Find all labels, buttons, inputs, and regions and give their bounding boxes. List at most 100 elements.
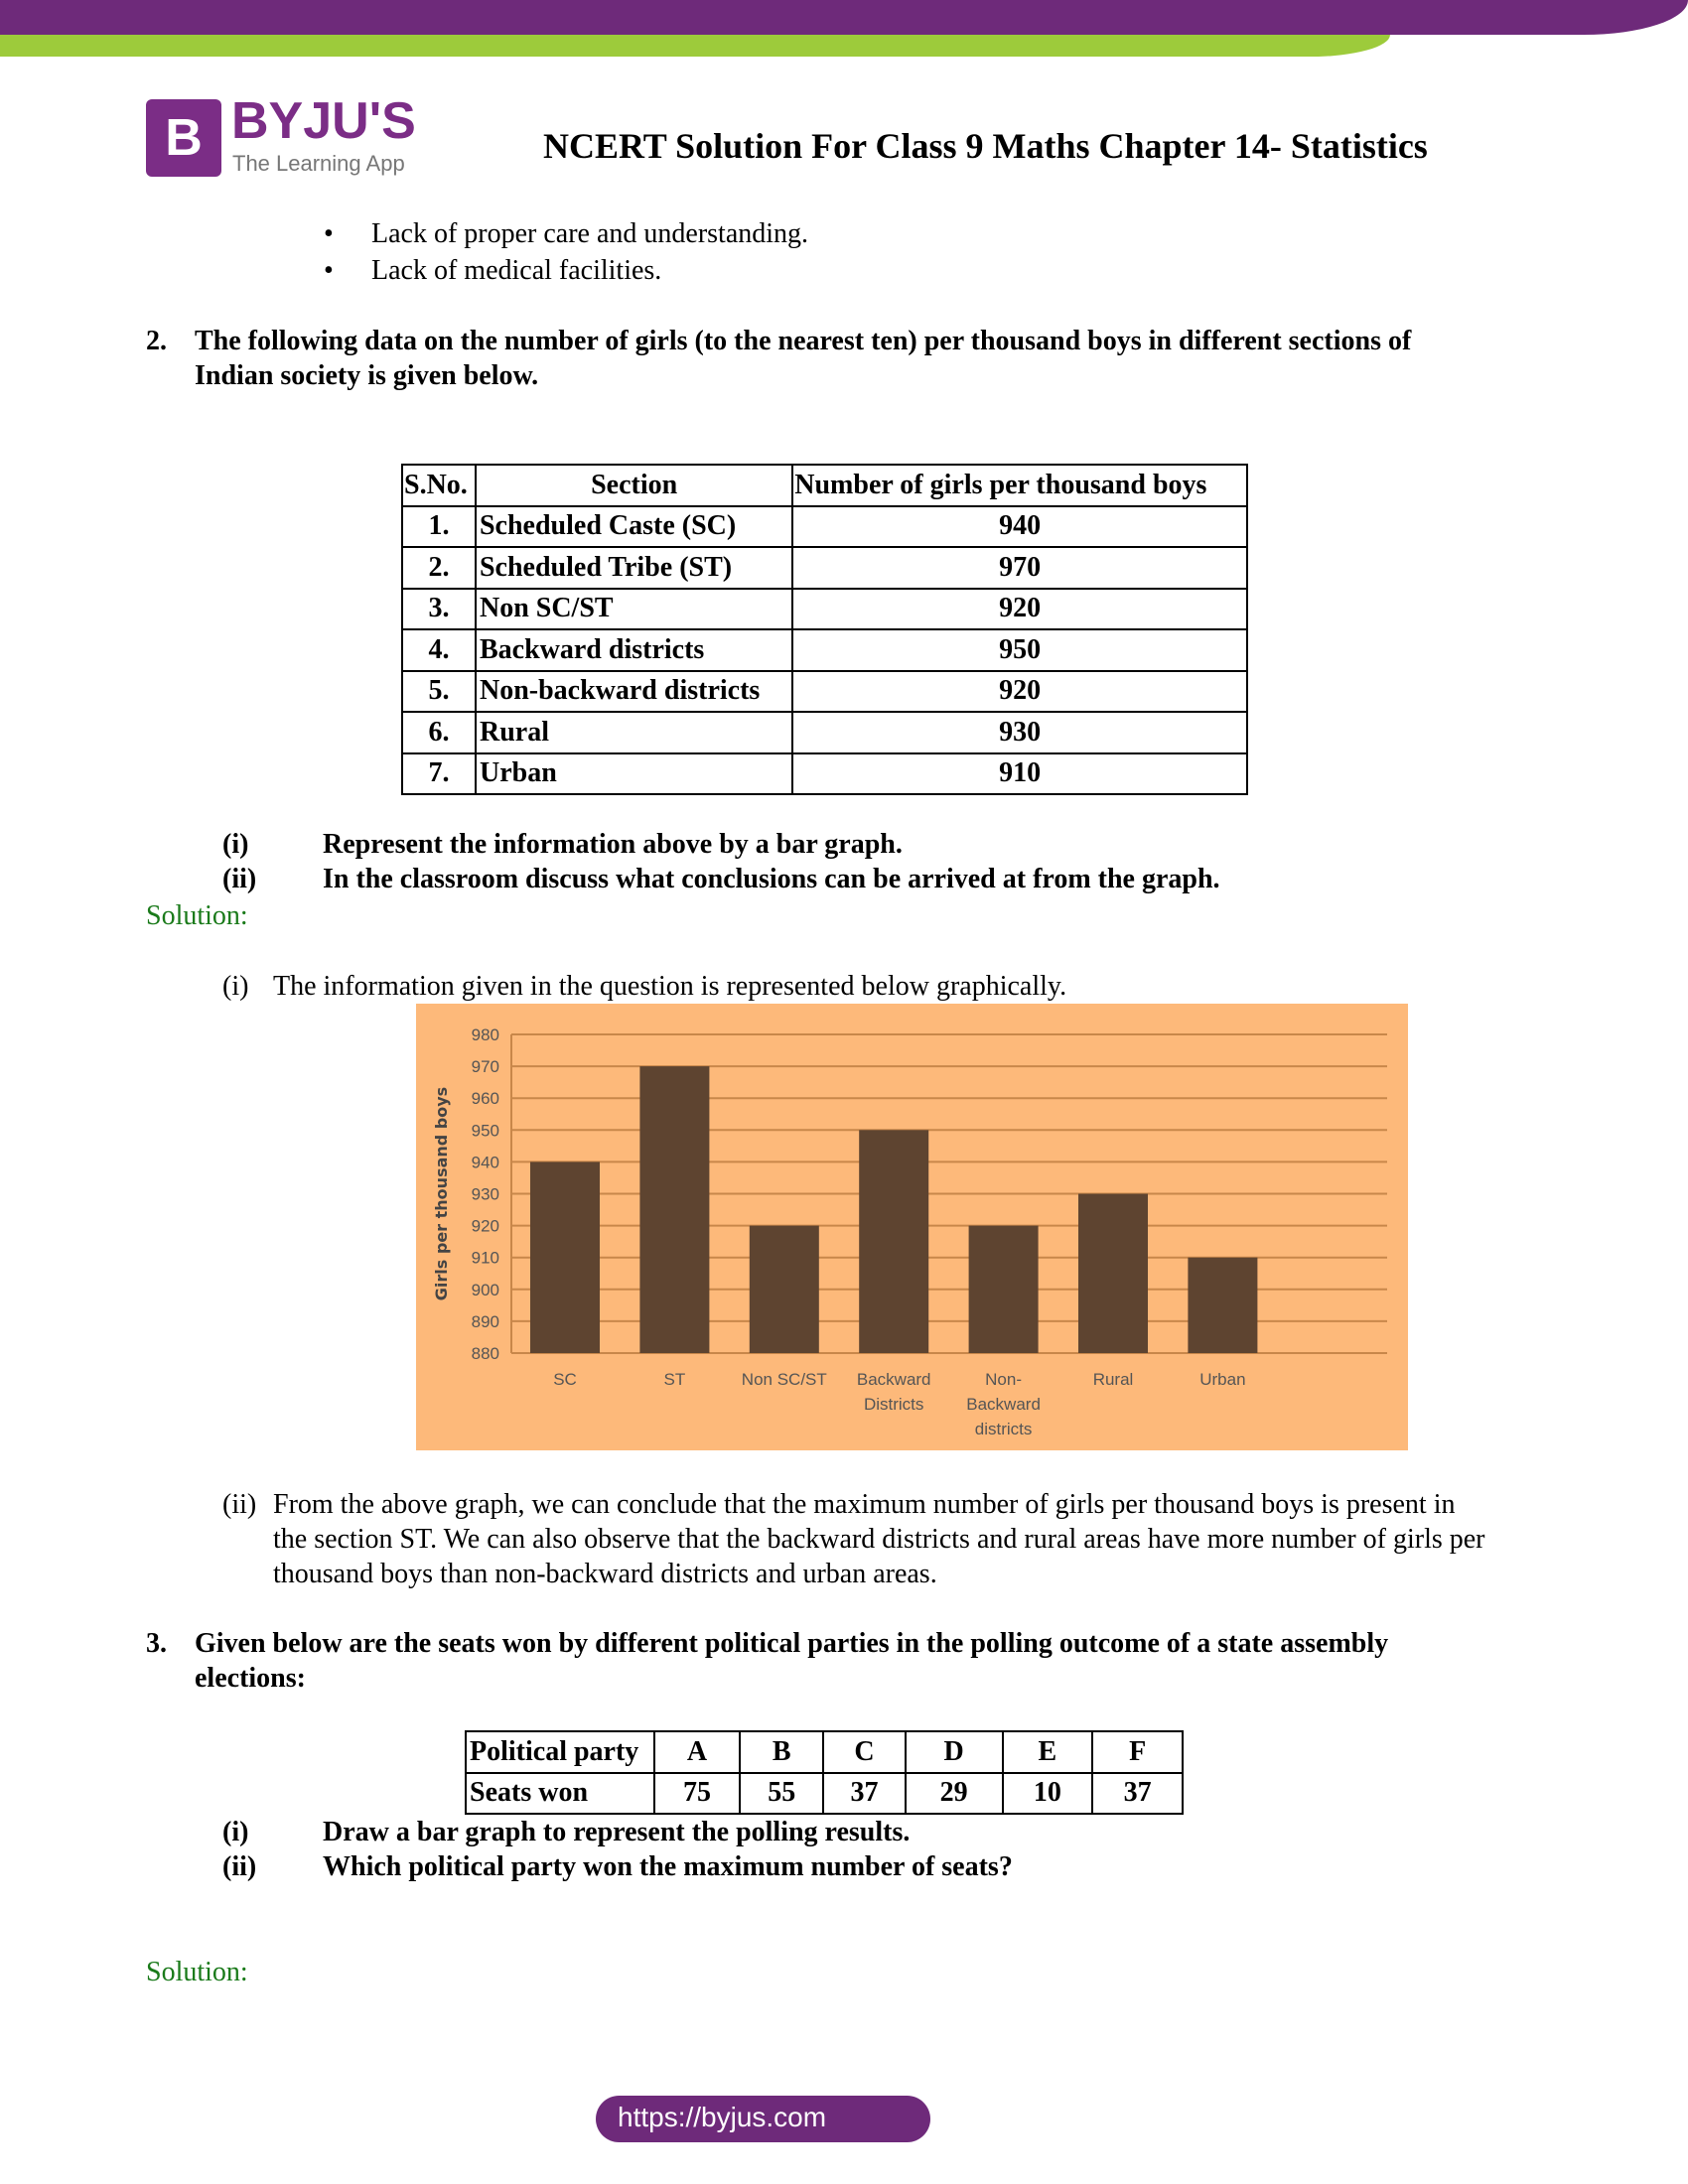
bullet-text: Lack of proper care and understanding. [371,218,809,249]
value-cell: E [1001,1730,1094,1774]
q2-part-label: (i) [222,829,249,860]
value-cell: 10 [1001,1771,1094,1815]
value-cell: 75 [652,1771,742,1815]
sol-i-text: The information given in the question is… [273,971,1067,1002]
y-tick-label: 940 [472,1153,499,1171]
bar [859,1130,929,1353]
value-cell: 970 [791,546,1248,590]
y-tick-label: 970 [472,1057,499,1076]
header-green-band [0,35,1390,57]
table-row: Political party A B C D E F [465,1730,1184,1774]
table-row: 4. Backward districts 950 [401,628,1248,672]
bar [749,1225,819,1353]
y-tick-label: 900 [472,1281,499,1299]
logo-brand: BYJU'S [231,92,416,150]
sno-cell: 1. [401,504,477,548]
x-tick-label: Backward [857,1370,931,1389]
q2-text: Indian society is given below. [195,360,539,391]
x-tick-label: Districts [864,1395,923,1414]
x-tick-label: ST [664,1370,686,1389]
q3-text: elections: [195,1663,306,1694]
value-cell: A [652,1730,742,1774]
header-cell: Number of girls per thousand boys [791,464,1248,507]
header-purple-band [0,0,1688,35]
q2-part-label: (ii) [222,864,257,894]
bar [1078,1193,1148,1353]
section-cell: Scheduled Tribe (ST) [474,546,794,590]
logo-b-icon: B [146,99,221,177]
seats-won-table: Political party A B C D E F Seats won 75 55 37 29 10… [465,1730,1184,1815]
q2-part-text: Represent the information above by a bar… [323,829,903,860]
bullet-item: • Lack of proper care and understanding. [324,218,809,249]
bar [530,1161,600,1353]
logo-tagline: The Learning App [232,151,405,176]
label-cell: Political party [465,1730,655,1774]
sol-ii-text: thousand boys than non-backward district… [273,1559,937,1589]
section-cell: Scheduled Caste (SC) [474,504,794,548]
footer-url-link[interactable]: https://byjus.com [596,2096,930,2142]
q3-part-label: (ii) [222,1851,257,1882]
y-tick-label: 980 [472,1025,499,1044]
q3-part-text: Draw a bar graph to represent the pollin… [323,1817,911,1847]
y-tick-label: 950 [472,1121,499,1140]
x-tick-label: Rural [1093,1370,1134,1389]
value-cell: 950 [791,628,1248,672]
solution-label: Solution: [146,900,248,931]
value-cell: 29 [904,1771,1004,1815]
value-cell: 37 [822,1771,907,1815]
sno-cell: 6. [401,711,477,754]
value-cell: C [822,1730,907,1774]
girls-per-thousand-table: S.No. Section Number of girls per thousand… [401,464,1248,795]
value-cell: 920 [791,669,1248,713]
value-cell: B [739,1730,825,1774]
q2-text: The following data on the number of girl… [195,326,1412,356]
y-tick-label: 880 [472,1344,499,1363]
y-tick-label: 960 [472,1089,499,1108]
bar [639,1066,710,1353]
y-axis-label: Girls per thousand boys [432,1087,451,1300]
q3-part-label: (i) [222,1817,249,1847]
x-tick-label: Urban [1199,1370,1245,1389]
q3-text: Given below are the seats won by differe… [195,1628,1389,1659]
x-tick-label: Backward [966,1395,1041,1414]
x-tick-label: districts [975,1420,1033,1438]
table-row: 1. Scheduled Caste (SC) 940 [401,504,1248,548]
header-cell: S.No. [401,464,477,507]
byjus-logo: B BYJU'S The Learning App [146,92,434,181]
value-cell: 920 [791,587,1248,630]
value-cell: 940 [791,504,1248,548]
table-row: 7. Urban 910 [401,751,1248,795]
x-tick-label: Non- [985,1370,1022,1389]
table-row: 5. Non-backward districts 920 [401,669,1248,713]
bar-chart: 880 890 900 910 920 930 940 950 960 970 980 Girls p… [416,1004,1408,1450]
q3-number: 3. [146,1628,167,1659]
solution-label: Solution: [146,1957,248,1987]
section-cell: Non-backward districts [474,669,794,713]
section-cell: Backward districts [474,628,794,672]
x-tick-label: Non SC/ST [742,1370,827,1389]
table-row: Seats won 75 55 37 29 10 37 [465,1771,1184,1815]
value-cell: F [1091,1730,1184,1774]
x-tick-label: SC [553,1370,577,1389]
page-title: NCERT Solution For Class 9 Maths Chapter… [543,126,1428,166]
value-cell: 930 [791,711,1248,754]
table-header-row: S.No. Section Number of girls per thousand… [401,464,1248,507]
q3-part-text: Which political party won the maximum nu… [323,1851,1013,1882]
sol-ii-text: From the above graph, we can conclude th… [273,1489,1456,1520]
sno-cell: 3. [401,587,477,630]
table-row: 6. Rural 930 [401,711,1248,754]
value-cell: D [904,1730,1004,1774]
bar [1188,1257,1258,1353]
value-cell: 910 [791,751,1248,795]
value-cell: 55 [739,1771,825,1815]
label-cell: Seats won [465,1771,655,1815]
sol-ii-text: the section ST. We can also observe that… [273,1524,1485,1555]
table-row: 3. Non SC/ST 920 [401,587,1248,630]
y-tick-label: 910 [472,1249,499,1268]
value-cell: 37 [1091,1771,1184,1815]
sno-cell: 5. [401,669,477,713]
sol-ii-label: (ii) [222,1489,257,1520]
y-tick-label: 930 [472,1185,499,1204]
bullet-item: • Lack of medical facilities. [324,255,662,286]
sno-cell: 2. [401,546,477,590]
